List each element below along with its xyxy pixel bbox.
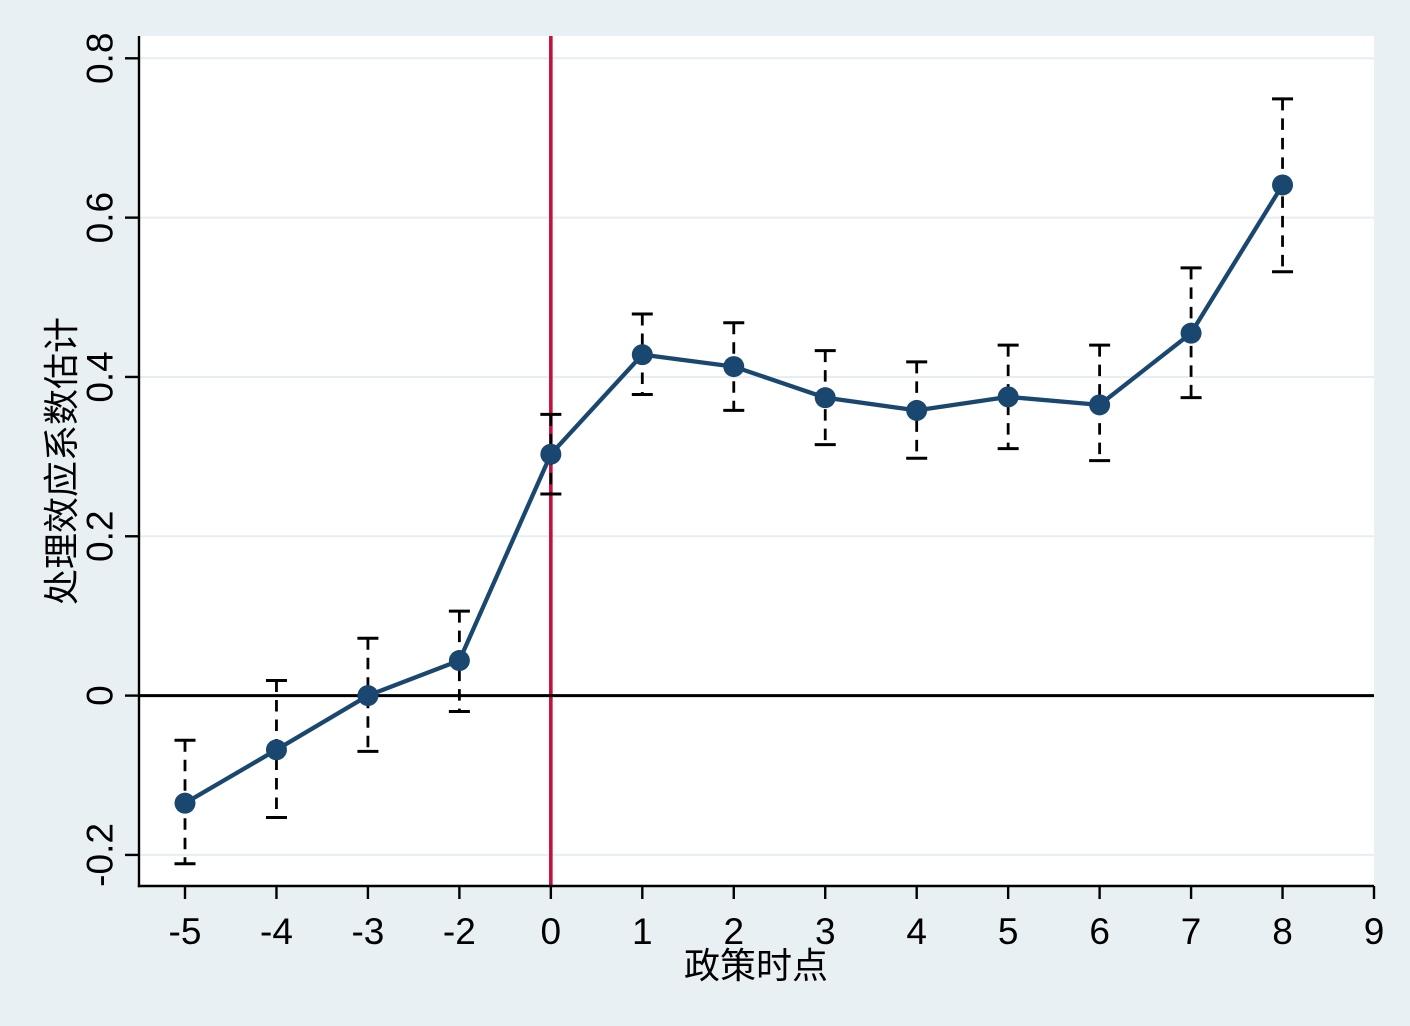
y-tick-label: 0.8 <box>80 33 121 84</box>
x-tick-label: 5 <box>998 911 1019 952</box>
x-tick-label: 6 <box>1089 911 1110 952</box>
data-point-marker <box>631 344 653 366</box>
x-tick-label: -4 <box>260 911 293 952</box>
data-point-marker <box>997 386 1019 408</box>
x-tick-label: 8 <box>1272 911 1293 952</box>
data-point-marker <box>357 685 379 707</box>
data-point-marker <box>1180 322 1202 344</box>
data-point-marker <box>906 399 928 421</box>
plot-area <box>139 36 1374 886</box>
x-tick-label: 0 <box>541 911 562 952</box>
data-point-marker <box>1089 394 1111 416</box>
data-point-marker <box>174 792 196 814</box>
y-tick-label: 0 <box>80 685 121 706</box>
x-tick-label: 4 <box>906 911 927 952</box>
x-axis-title: 政策时点 <box>683 945 829 986</box>
x-tick-label: 2 <box>723 911 744 952</box>
x-tick-label: -2 <box>443 911 476 952</box>
x-tick-label: 3 <box>815 911 836 952</box>
data-point-marker <box>1272 174 1294 196</box>
y-tick-label: 0.4 <box>80 351 121 402</box>
x-tick-label: 9 <box>1364 911 1385 952</box>
x-tick-label: -3 <box>351 911 384 952</box>
y-axis-title: 处理效应系数估计 <box>41 316 82 606</box>
y-tick-label: 0.2 <box>80 511 121 562</box>
data-point-marker <box>448 650 470 672</box>
data-point-marker <box>265 739 287 761</box>
x-tick-label: -5 <box>169 911 202 952</box>
data-point-marker <box>540 443 562 465</box>
data-point-marker <box>723 356 745 378</box>
data-point-marker <box>814 387 836 409</box>
x-tick-label: 7 <box>1181 911 1202 952</box>
x-tick-label: 1 <box>632 911 653 952</box>
y-tick-label: 0.6 <box>80 192 121 243</box>
y-tick-label: -0.2 <box>80 823 121 887</box>
